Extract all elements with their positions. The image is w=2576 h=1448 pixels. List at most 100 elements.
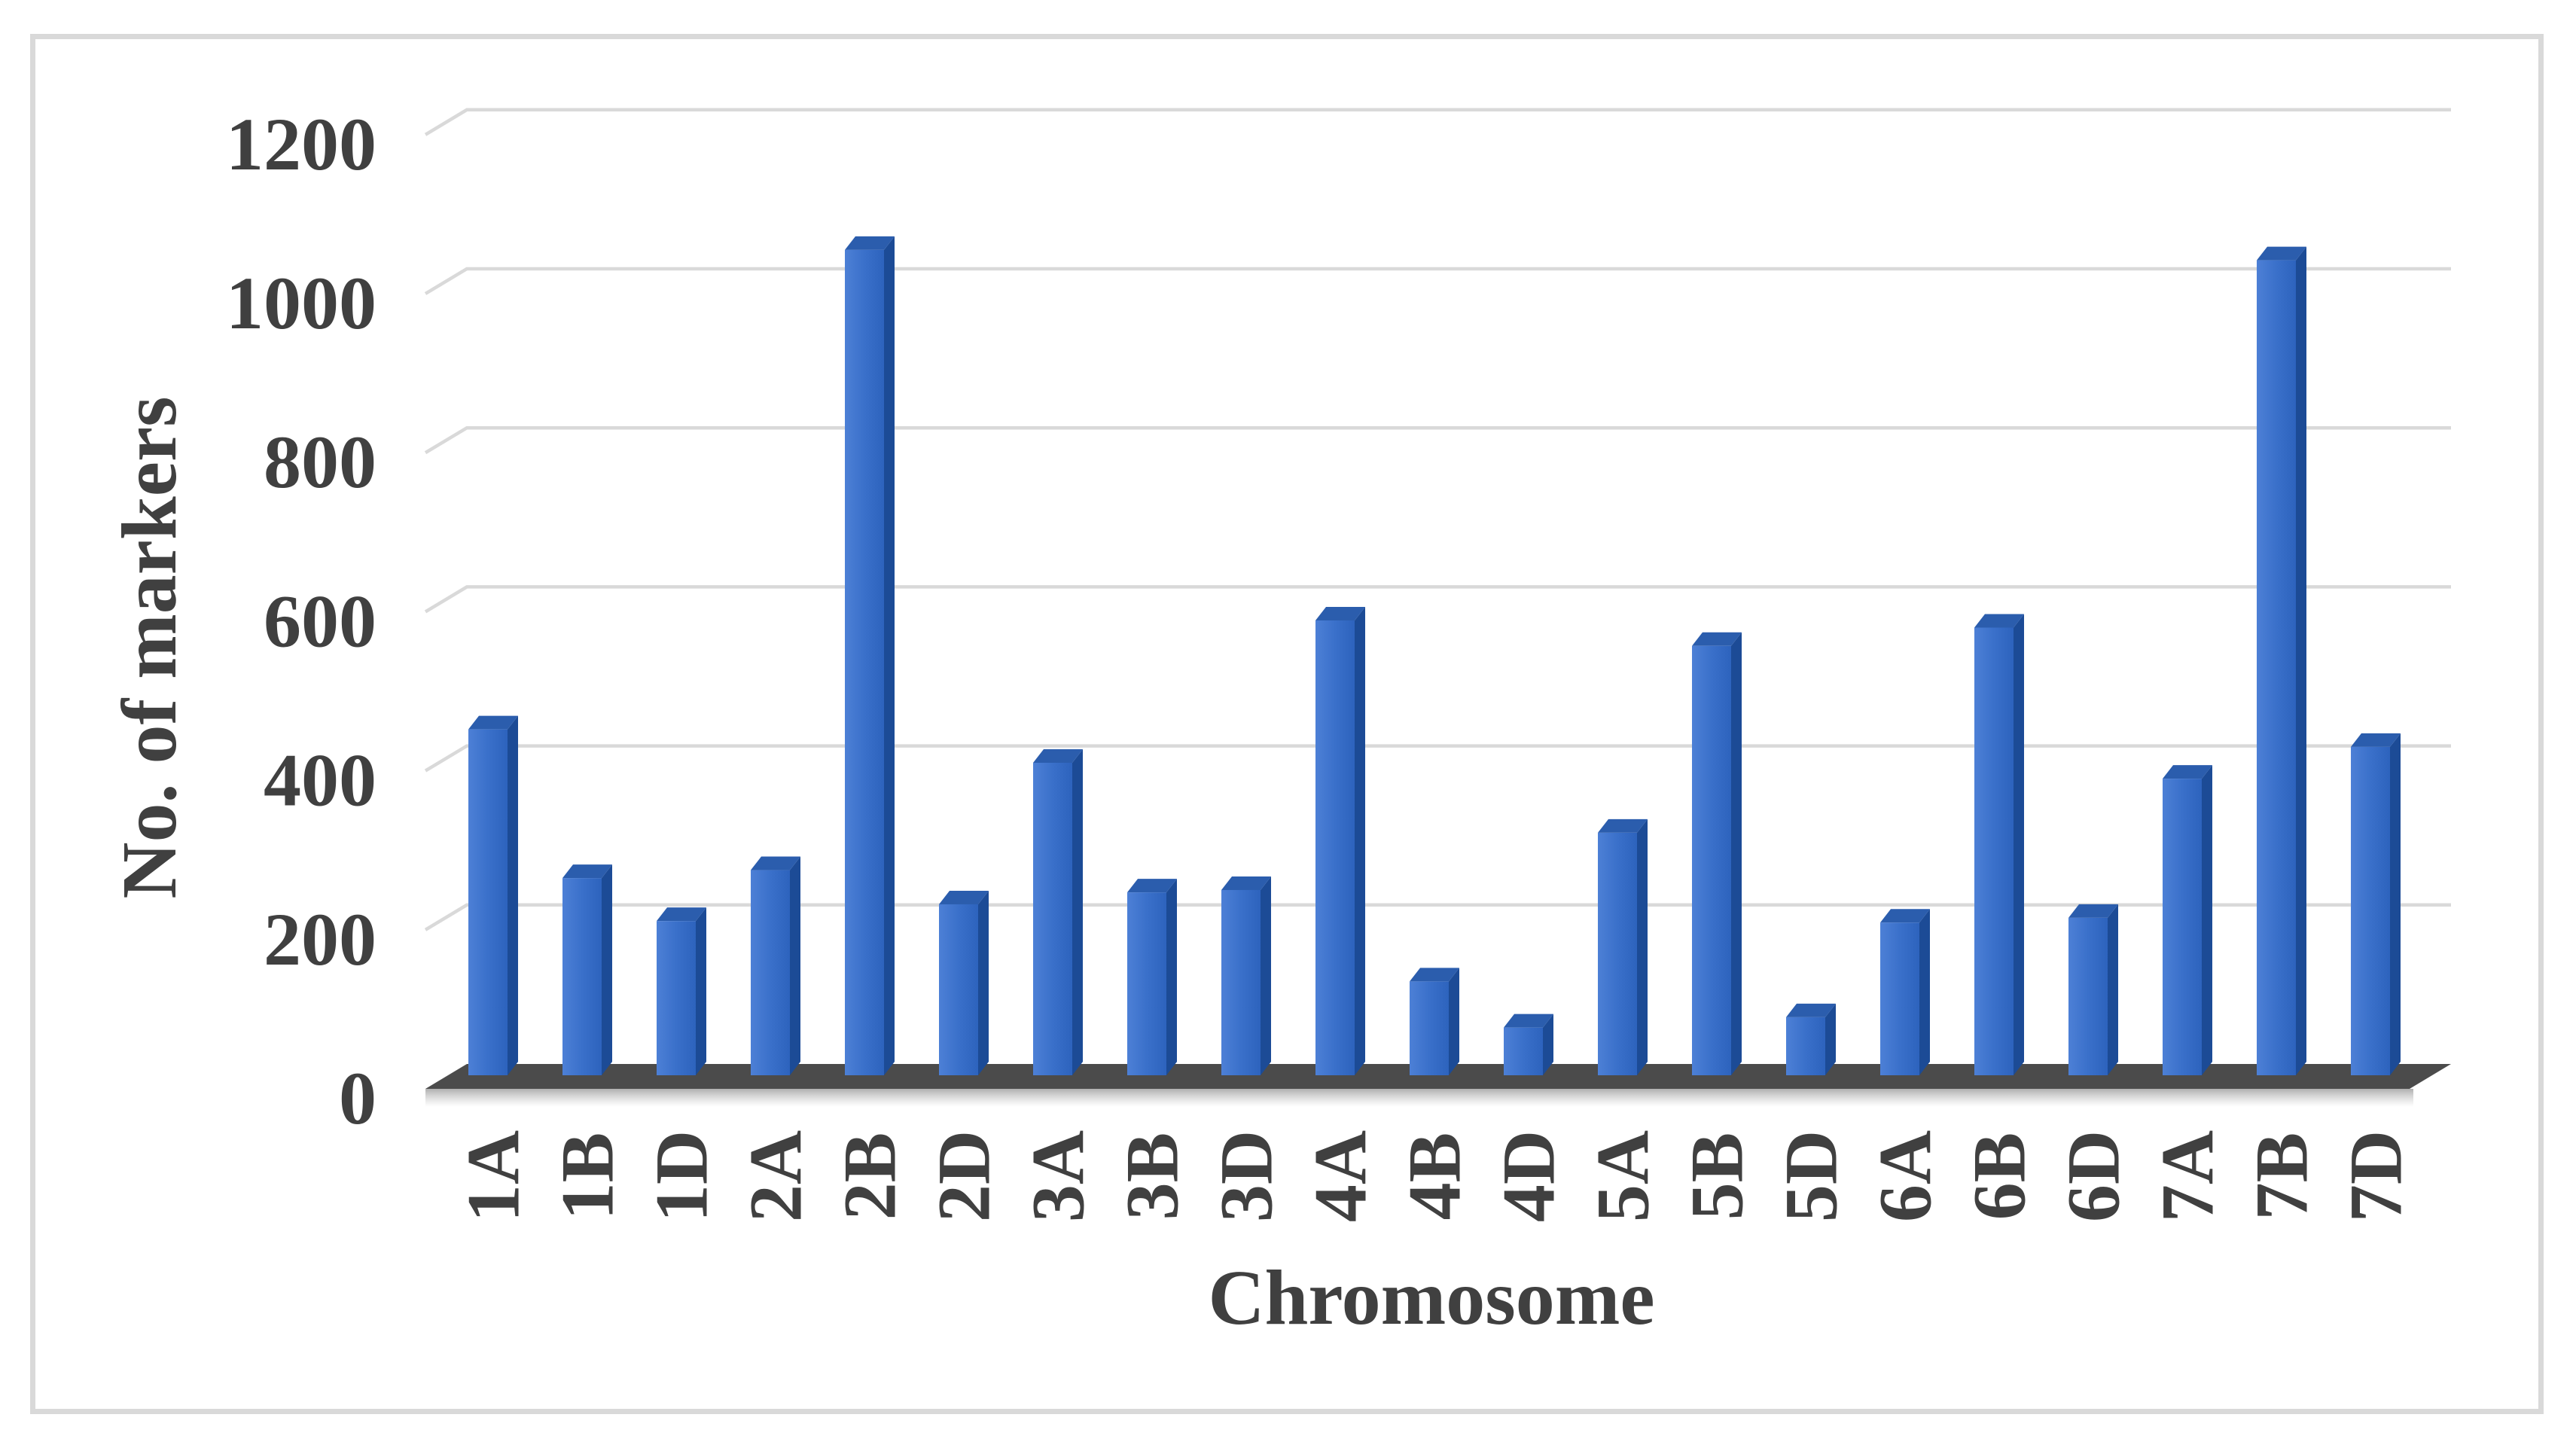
bar: [2257, 246, 2306, 1076]
bar-top-face: [1315, 606, 1365, 620]
bar: [751, 856, 800, 1075]
bar-side-face: [1261, 876, 1271, 1075]
bar: [1880, 909, 1930, 1075]
gridline: [424, 425, 2451, 455]
bar-top-face: [1127, 879, 1177, 893]
bar: [2351, 733, 2401, 1075]
bar-side-face: [1731, 632, 1742, 1075]
bar-front-face: [1692, 645, 1731, 1075]
floor-top-face: [425, 1064, 2451, 1089]
bar: [1221, 876, 1271, 1075]
bar: [1127, 879, 1177, 1075]
bar-top-face: [2351, 733, 2401, 747]
x-axis-title: Chromosome: [1208, 1254, 1654, 1341]
bar-front-face: [1221, 889, 1261, 1075]
floor-shadow: [425, 1089, 2413, 1107]
bar-top-face: [2257, 246, 2306, 261]
x-tick-label: 6D: [2052, 1130, 2135, 1222]
x-tick-label: 3D: [1205, 1130, 1288, 1222]
bar-side-face: [1072, 748, 1083, 1075]
bar-side-face: [1543, 1014, 1553, 1075]
bar-side-face: [2014, 614, 2024, 1075]
bar-top-face: [1504, 1014, 1553, 1028]
y-tick-label: 800: [264, 420, 376, 504]
x-tick-label: 5D: [1770, 1130, 1853, 1222]
x-axis-tick-labels: 1A 1B 1D 2A 2B 2D 3A 3B 3D 4A 4B 4D 5A 5B 5D 6A 6B 6D 7A 7B…: [452, 1130, 2418, 1222]
bar-top-face: [939, 890, 989, 904]
gridline: [424, 267, 2451, 295]
x-tick-label: 4D: [1487, 1130, 1571, 1222]
bar-side-face: [2390, 733, 2401, 1075]
gridline: [424, 903, 2451, 931]
x-tick-label: 1B: [546, 1132, 630, 1221]
gridline: [424, 744, 2451, 773]
bar-side-face: [2296, 246, 2306, 1076]
bar: [1692, 632, 1742, 1075]
bar-front-face: [751, 870, 790, 1075]
bar-top-face: [845, 236, 895, 250]
bar-front-face: [1974, 627, 2014, 1075]
bar: [939, 890, 989, 1075]
x-tick-label: 6B: [1958, 1132, 2041, 1221]
bar-side-face: [1355, 606, 1365, 1075]
bar: [2068, 904, 2118, 1075]
floor-platform: [425, 1064, 2451, 1107]
bar-front-face: [1127, 892, 1166, 1075]
bar: [1974, 614, 2024, 1075]
bar-side-face: [1919, 909, 1930, 1075]
y-axis-tick-labels: 0 200 400 600 800 1000 1200: [226, 102, 376, 1140]
bar-top-face: [2163, 765, 2212, 779]
bar-side-face: [1637, 819, 1648, 1075]
bar-front-face: [845, 249, 884, 1075]
bar-side-face: [2202, 765, 2212, 1075]
x-tick-label: 1A: [452, 1130, 535, 1222]
bar-front-face: [1504, 1027, 1543, 1075]
bar-top-face: [2068, 904, 2118, 918]
bar-front-face: [468, 729, 508, 1075]
x-tick-label: 7D: [2334, 1130, 2418, 1222]
bar-top-face: [468, 715, 518, 730]
bars: [468, 236, 2401, 1076]
gridline: [424, 585, 2451, 614]
bar-front-face: [657, 921, 696, 1075]
y-tick-label: 200: [264, 898, 376, 981]
bar-side-face: [1449, 968, 1459, 1075]
x-tick-label: 7B: [2240, 1132, 2324, 1221]
bar-front-face: [1315, 620, 1355, 1075]
x-tick-label: 1D: [640, 1130, 724, 1222]
gridlines: [424, 108, 2451, 931]
bar: [1033, 748, 1083, 1075]
bar: [657, 907, 706, 1075]
bar-front-face: [1410, 981, 1449, 1075]
y-tick-label: 400: [264, 739, 376, 822]
x-tick-label: 4A: [1299, 1130, 1383, 1222]
bar-top-face: [1974, 614, 2024, 628]
y-tick-label: 1000: [226, 261, 376, 345]
bar-front-face: [2068, 917, 2108, 1075]
bar-front-face: [2163, 779, 2202, 1075]
bar-side-face: [884, 236, 895, 1075]
x-tick-label: 2D: [922, 1130, 1006, 1222]
x-tick-label: 2B: [828, 1132, 912, 1221]
bar-side-face: [508, 715, 518, 1075]
bar-front-face: [1786, 1017, 1825, 1075]
bar: [468, 715, 518, 1075]
bar: [2163, 765, 2212, 1075]
y-axis-title: No. of markers: [106, 396, 193, 898]
gridline: [424, 108, 2451, 136]
bar-side-face: [2108, 904, 2118, 1075]
bar-side-face: [1166, 879, 1177, 1075]
bar: [1786, 1003, 1836, 1075]
x-tick-label: 4B: [1393, 1132, 1477, 1221]
bar: [1410, 968, 1459, 1075]
bar-front-face: [1598, 832, 1637, 1075]
x-tick-label: 5A: [1581, 1130, 1665, 1222]
x-tick-label: 3A: [1017, 1130, 1100, 1222]
bar-top-face: [1221, 876, 1271, 890]
bar-front-face: [2351, 746, 2390, 1075]
bar-top-face: [1786, 1003, 1836, 1017]
bar: [562, 864, 612, 1075]
bar-top-face: [562, 864, 612, 879]
bar-top-face: [1692, 632, 1742, 646]
